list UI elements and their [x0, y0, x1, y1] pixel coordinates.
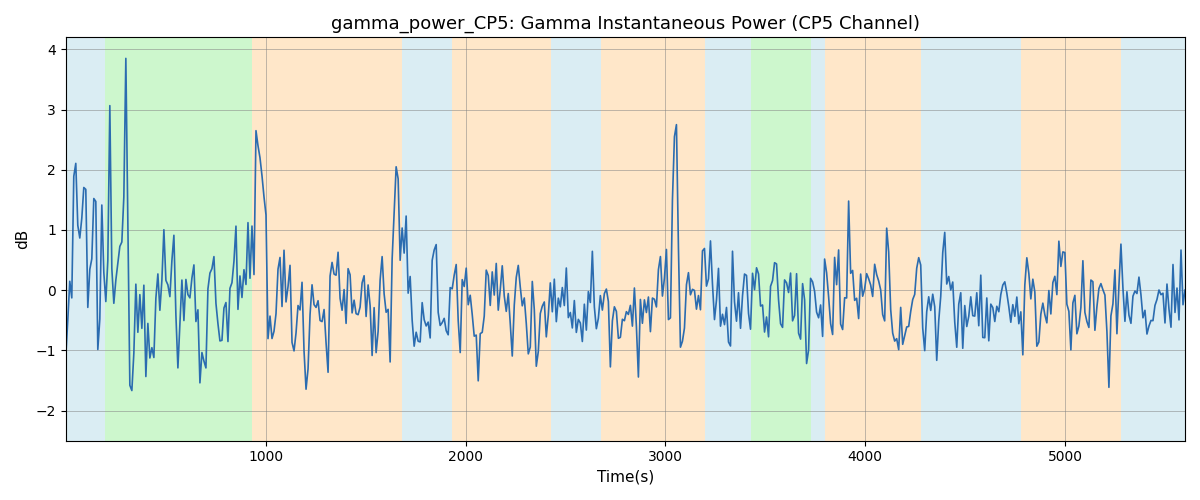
Bar: [751, 38, 811, 440]
Bar: [552, 38, 601, 440]
Bar: [104, 38, 252, 440]
Bar: [402, 38, 451, 440]
X-axis label: Time(s): Time(s): [596, 470, 654, 485]
Y-axis label: dB: dB: [16, 229, 30, 249]
Title: gamma_power_CP5: Gamma Instantaneous Power (CP5 Channel): gamma_power_CP5: Gamma Instantaneous Pow…: [331, 15, 920, 34]
Bar: [66, 38, 104, 440]
Bar: [706, 38, 751, 440]
Bar: [922, 38, 1021, 440]
Bar: [451, 38, 552, 440]
Bar: [252, 38, 402, 440]
Bar: [1021, 38, 1121, 440]
Bar: [1121, 38, 1186, 440]
Bar: [811, 38, 826, 440]
Bar: [601, 38, 706, 440]
Bar: [826, 38, 922, 440]
